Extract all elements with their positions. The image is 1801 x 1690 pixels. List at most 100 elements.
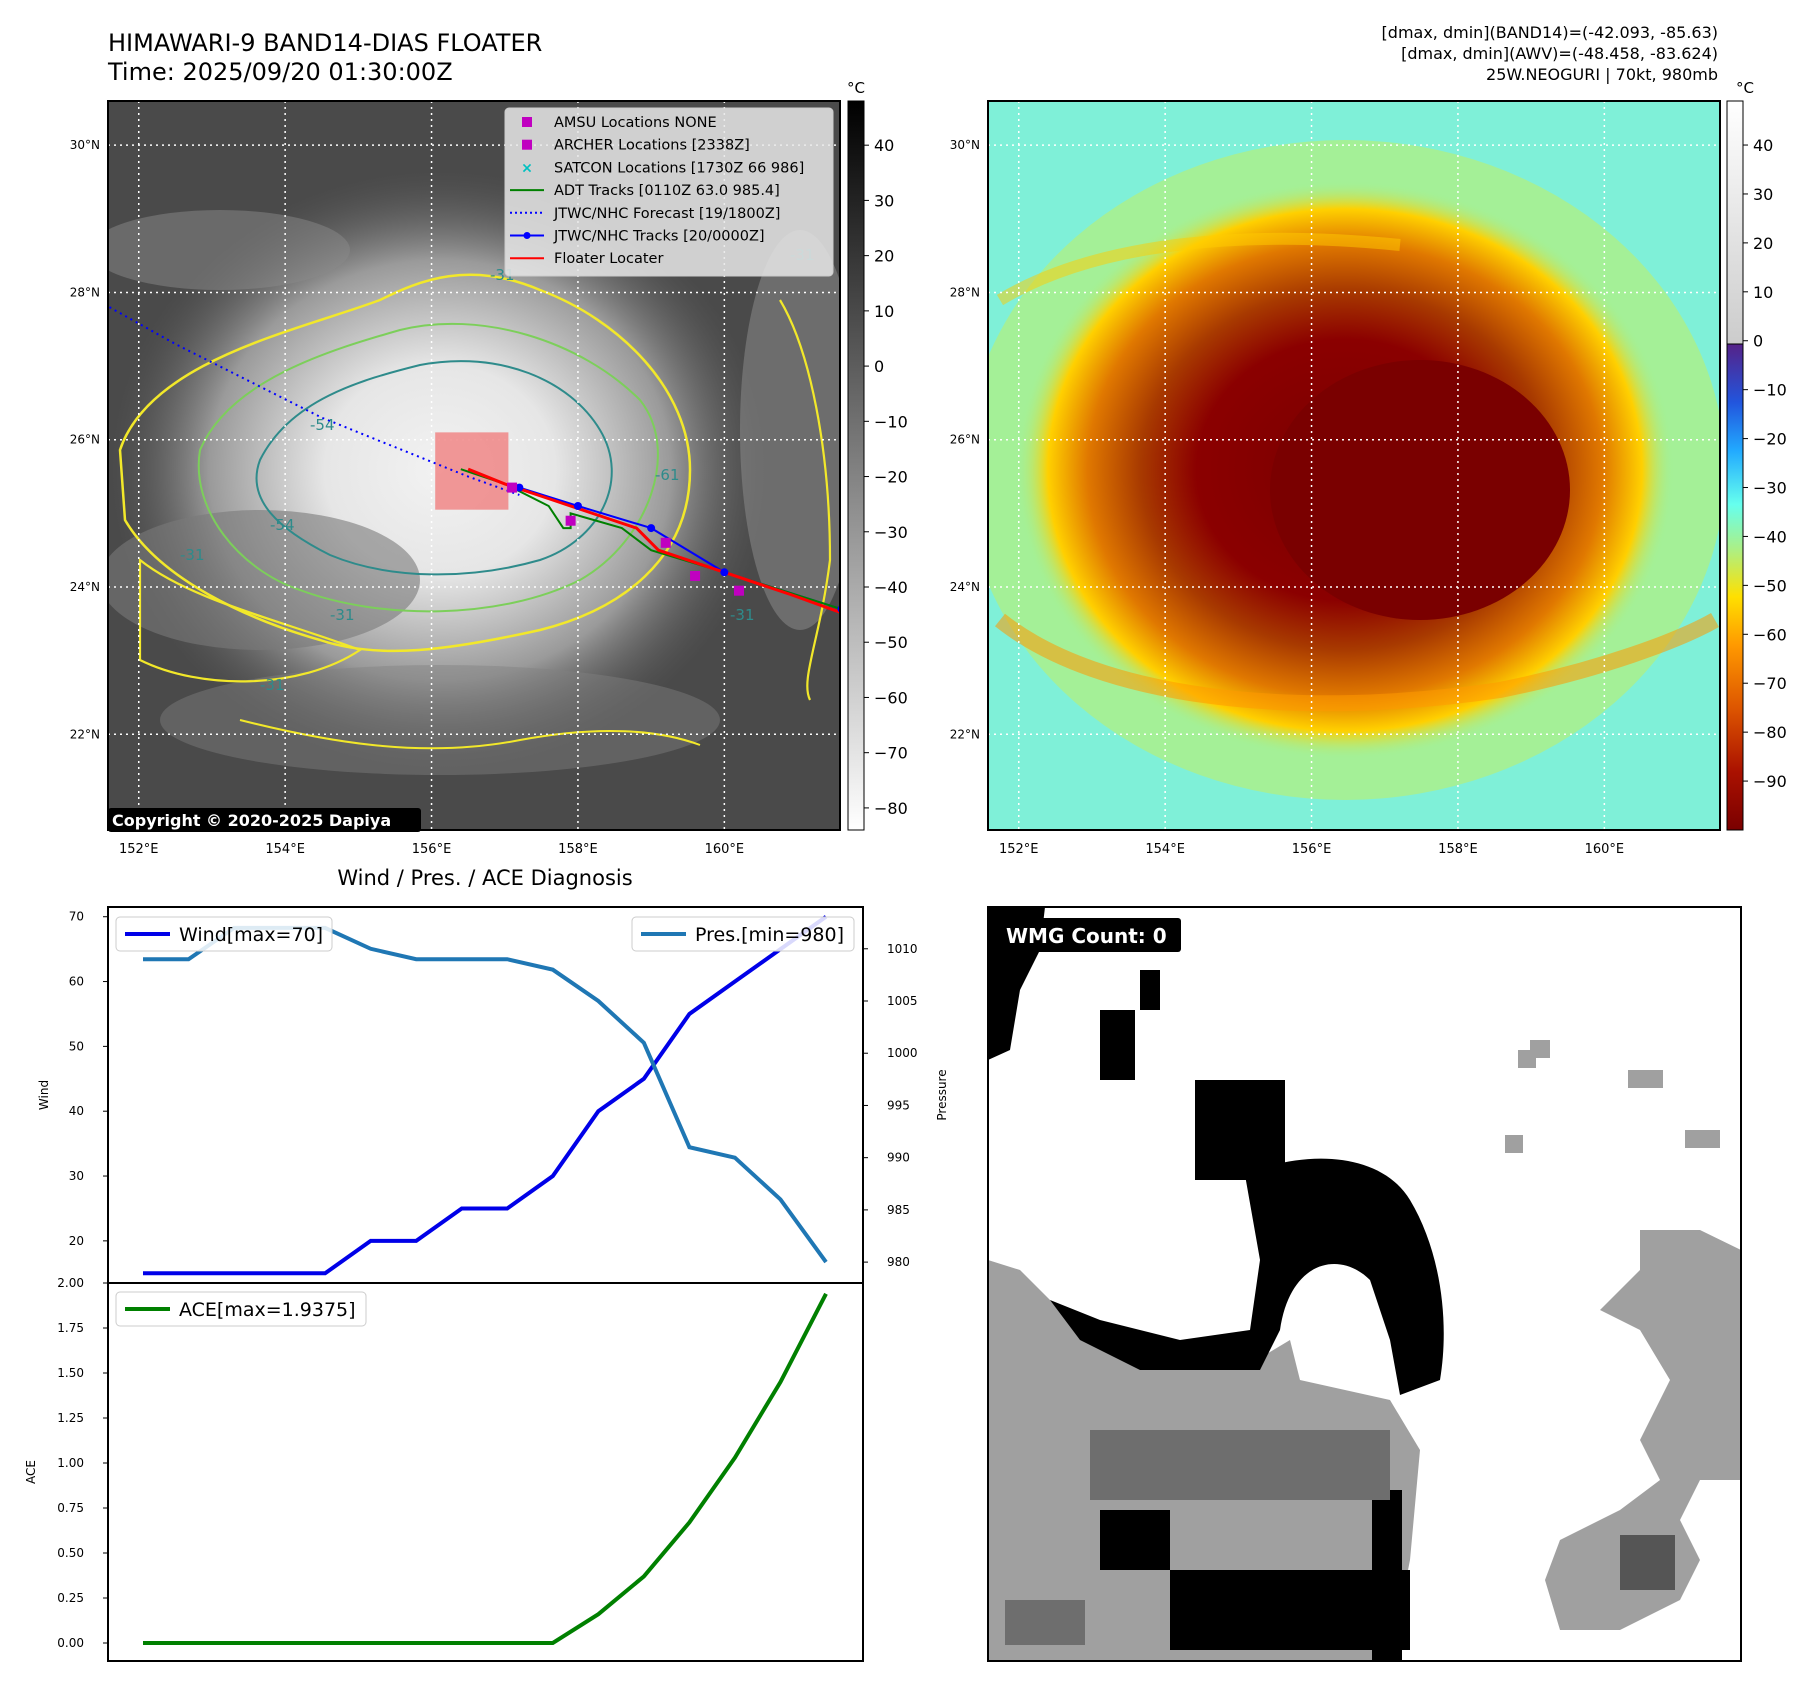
colorbar-tick-label: −10 bbox=[1753, 381, 1787, 400]
wind-tick-label: 50 bbox=[69, 1039, 84, 1053]
contour-inner-teal bbox=[255, 360, 613, 576]
archer-point bbox=[660, 537, 671, 548]
wind-legend-label: Wind[max=70] bbox=[179, 924, 323, 946]
pressure-tick-label: 990 bbox=[887, 1151, 910, 1165]
archer-points bbox=[507, 482, 744, 596]
awv-lon-labels: 152°E 154°E 156°E 158°E 160°E bbox=[999, 842, 1624, 857]
ace-legend-label: ACE[max=1.9375] bbox=[179, 1299, 356, 1321]
wind-axis-label: Wind bbox=[37, 1080, 51, 1110]
awv-eye-region bbox=[1270, 360, 1570, 620]
legend-square-marker bbox=[522, 117, 532, 127]
pressure-tick-label: 1010 bbox=[887, 942, 918, 956]
wmg-gray-speck2 bbox=[1530, 1040, 1550, 1058]
ir-lat-labels: 30°N 28°N 26°N 24°N 22°N bbox=[70, 138, 100, 741]
jtwc-track-point bbox=[647, 524, 656, 533]
wind-tick-label: 60 bbox=[69, 975, 84, 989]
wind-legend-box bbox=[115, 916, 333, 952]
awv-lon-label: 156°E bbox=[1292, 842, 1332, 857]
legend-item: ARCHER Locations [2338Z] bbox=[522, 138, 750, 154]
contour-band-yellow-s bbox=[239, 719, 701, 750]
awv-lon-label: 158°E bbox=[1438, 842, 1478, 857]
ace-tick-label: 0.75 bbox=[57, 1501, 84, 1515]
wind-series-line bbox=[143, 915, 828, 1276]
figure-title-line1: HIMAWARI-9 BAND14-DIAS FLOATER bbox=[108, 29, 542, 57]
contour-label: -31 bbox=[730, 606, 755, 624]
ir-colorbar-unit: °C bbox=[847, 79, 865, 97]
copyright-text: Copyright © 2020-2025 Dapiya bbox=[112, 811, 391, 830]
ir-gridlines bbox=[108, 101, 840, 830]
contour-label: -31 bbox=[330, 606, 355, 624]
colorbar-tick-label: −60 bbox=[1753, 625, 1787, 644]
ir-lon-label: 158°E bbox=[558, 842, 598, 857]
info-line3: 25W.NEOGURI | 70kt, 980mb bbox=[1486, 65, 1718, 84]
awv-lon-label: 154°E bbox=[1145, 842, 1185, 857]
colorbar-tick-label: −20 bbox=[874, 468, 908, 487]
colorbar-tick-label: −70 bbox=[874, 744, 908, 763]
pressure-legend-box bbox=[631, 916, 855, 952]
wind-tick-label: 20 bbox=[69, 1234, 84, 1248]
awv-lat-label: 22°N bbox=[950, 727, 980, 741]
pressure-axis-label: Pressure bbox=[935, 1069, 949, 1120]
awv-lat-label: 28°N bbox=[950, 285, 980, 299]
pressure-legend-label: Pres.[min=980] bbox=[695, 924, 844, 946]
info-line1: [dmax, dmin](BAND14)=(-42.093, -85.63) bbox=[1382, 23, 1718, 42]
awv-colorbar-unit: °C bbox=[1736, 79, 1754, 97]
colorbar-tick-label: 10 bbox=[874, 302, 894, 321]
ace-plot-area bbox=[107, 1282, 864, 1662]
contour-band-yellow-east bbox=[779, 299, 832, 701]
jtwc-track-points bbox=[515, 483, 840, 613]
awv-lat-label: 26°N bbox=[950, 433, 980, 447]
map-legend: AMSU Locations NONE ARCHER Locations [233… bbox=[504, 107, 834, 277]
copyright-box bbox=[108, 808, 421, 832]
ace-tick-label: 1.75 bbox=[57, 1321, 84, 1335]
ir-cloud-south bbox=[160, 665, 720, 775]
awv-band-north bbox=[996, 232, 1401, 306]
colorbar-tick-label: 0 bbox=[1753, 332, 1763, 351]
pressure-tick-label: 995 bbox=[887, 1098, 910, 1112]
ir-lon-labels: 152°E 154°E 156°E 158°E 160°E bbox=[119, 842, 744, 857]
wmg-gray-speck5 bbox=[1685, 1130, 1720, 1148]
wmg-panel: WMG Count: 0 bbox=[987, 906, 1742, 1662]
wind-tick-label: 40 bbox=[69, 1104, 84, 1118]
ace-tick-label: 1.50 bbox=[57, 1366, 84, 1380]
wmg-black-bottom2 bbox=[1170, 1570, 1410, 1650]
wmg-black-streak2 bbox=[1140, 970, 1160, 1010]
wmg-black-arc bbox=[1050, 1158, 1444, 1395]
jtwc-track-point bbox=[573, 502, 582, 510]
wmg-dark-gray2 bbox=[1005, 1600, 1085, 1645]
pressure-tick-label: 985 bbox=[887, 1203, 910, 1217]
wmg-black-streak1 bbox=[1100, 1010, 1135, 1080]
colorbar-tick-label: 20 bbox=[874, 247, 894, 266]
legend-cross-marker: × bbox=[521, 160, 533, 176]
colorbar-tick-label: −50 bbox=[874, 633, 908, 652]
legend-item: AMSU Locations NONE bbox=[522, 115, 717, 131]
ir-cloud-east bbox=[740, 230, 840, 630]
colorbar-tick-label: −60 bbox=[874, 688, 908, 707]
ir-lat-label: 22°N bbox=[70, 727, 100, 741]
contour-mid-green bbox=[197, 322, 659, 613]
colorbar-tick-label: −20 bbox=[1753, 430, 1787, 449]
colorbar-tick-label: 40 bbox=[1753, 136, 1773, 155]
archer-point bbox=[507, 482, 518, 493]
contour-band-yellow-sw bbox=[138, 557, 363, 683]
legend-label: ARCHER Locations [2338Z] bbox=[554, 138, 750, 154]
colorbar-tick-label: 10 bbox=[1753, 283, 1773, 302]
awv-gridlines bbox=[988, 101, 1720, 830]
pressure-tick-label: 1000 bbox=[887, 1046, 918, 1060]
legend-label: JTWC/NHC Forecast [19/1800Z] bbox=[553, 206, 780, 222]
archer-point bbox=[733, 585, 744, 596]
awv-colorbar: °C 40 30 20 10 0 −10 −20 −30 −40 −50 −60 −70 −80 −90 bbox=[1726, 79, 1787, 831]
contour-label: -31 bbox=[260, 676, 285, 694]
colorbar-tick-label: −40 bbox=[1753, 527, 1787, 546]
jtwc-track-point bbox=[837, 605, 840, 613]
contour-label: -54 bbox=[270, 516, 295, 534]
colorbar-tick-label: −10 bbox=[874, 412, 908, 431]
wmg-label-box bbox=[997, 918, 1181, 952]
awv-lon-label: 160°E bbox=[1585, 842, 1625, 857]
legend-item: JTWC/NHC Forecast [19/1800Z] bbox=[510, 206, 780, 222]
ir-lat-label: 24°N bbox=[70, 580, 100, 594]
wmg-gray-speck4 bbox=[1505, 1135, 1523, 1153]
awv-band-south bbox=[995, 613, 1719, 712]
wmg-dark-gray1 bbox=[1090, 1430, 1390, 1500]
ir-colorbar: °C 40 30 20 10 0 −10 −20 −30 −40 −50 −60 −70 −80 bbox=[847, 79, 908, 831]
